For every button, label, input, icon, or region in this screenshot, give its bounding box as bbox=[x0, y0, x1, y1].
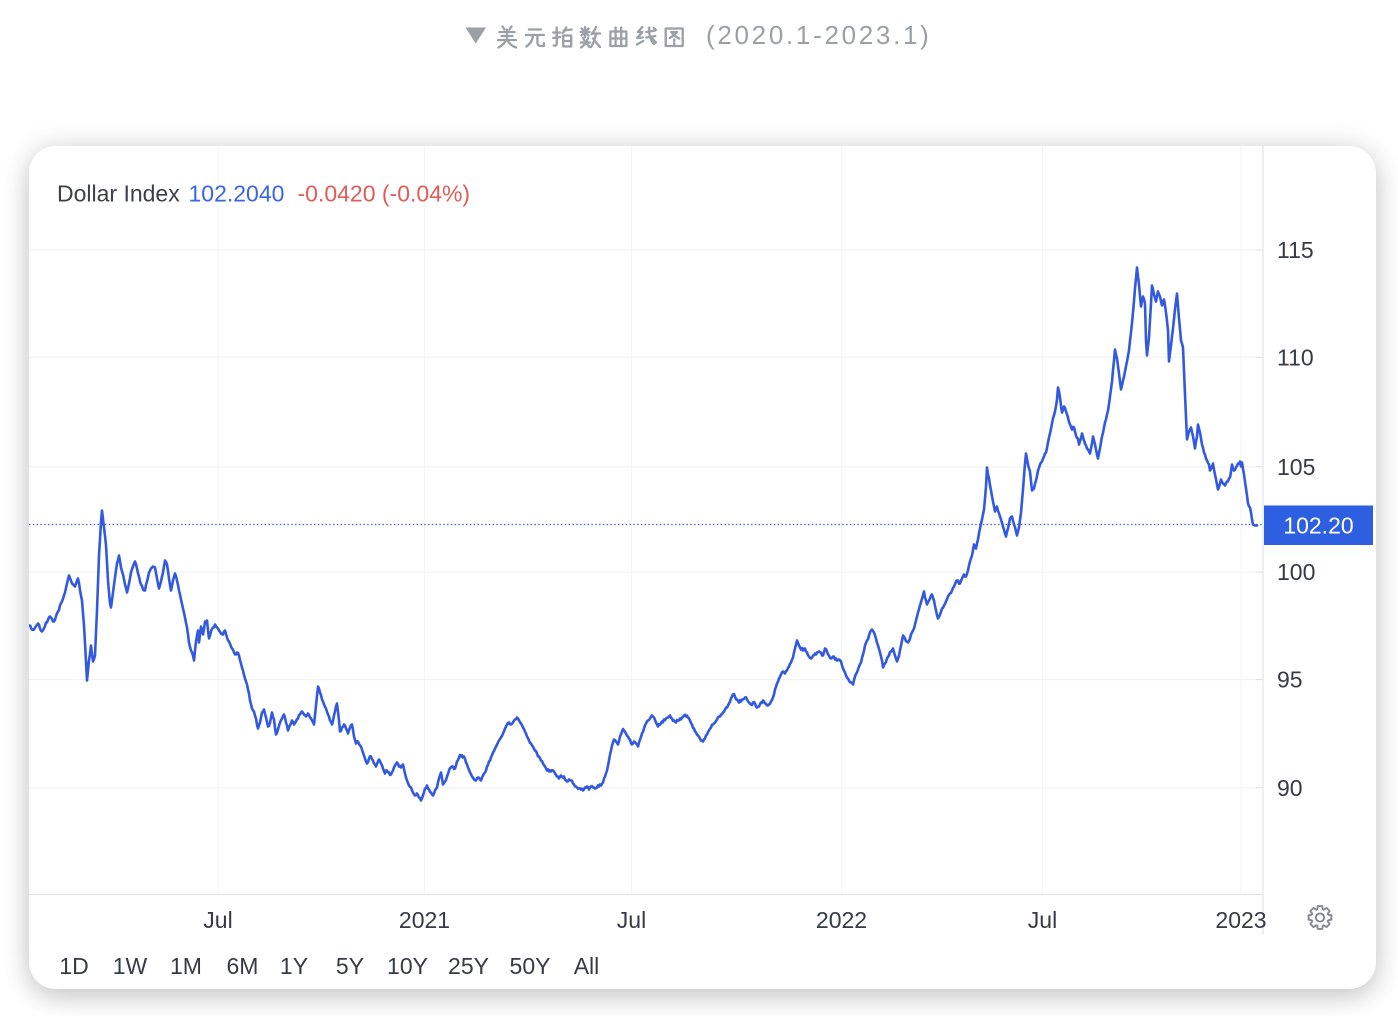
svg-text:95: 95 bbox=[1277, 666, 1303, 692]
svg-text:1M: 1M bbox=[170, 953, 202, 979]
svg-text:25Y: 25Y bbox=[448, 953, 489, 979]
svg-text:Jul: Jul bbox=[1028, 907, 1057, 933]
svg-text:(2020.1-2023.1): (2020.1-2023.1) bbox=[706, 20, 932, 50]
svg-text:90: 90 bbox=[1277, 774, 1303, 800]
svg-text:50Y: 50Y bbox=[510, 953, 551, 979]
svg-text:2021: 2021 bbox=[399, 907, 450, 933]
svg-text:5Y: 5Y bbox=[336, 953, 364, 979]
svg-text:100: 100 bbox=[1277, 559, 1315, 585]
svg-text:105: 105 bbox=[1277, 453, 1315, 479]
svg-text:110: 110 bbox=[1277, 344, 1314, 370]
svg-text:All: All bbox=[574, 953, 600, 979]
svg-text:1Y: 1Y bbox=[280, 953, 308, 979]
svg-text:2022: 2022 bbox=[816, 907, 867, 933]
svg-text:102.20: 102.20 bbox=[1283, 512, 1353, 538]
svg-text:-0.0420 (-0.04%): -0.0420 (-0.04%) bbox=[298, 180, 471, 206]
svg-text:1D: 1D bbox=[59, 953, 88, 979]
svg-text:115: 115 bbox=[1277, 237, 1314, 263]
svg-text:10Y: 10Y bbox=[387, 953, 428, 979]
svg-text:2023: 2023 bbox=[1215, 907, 1266, 933]
svg-text:102.2040: 102.2040 bbox=[189, 180, 285, 206]
svg-text:6M: 6M bbox=[227, 953, 259, 979]
svg-text:Jul: Jul bbox=[203, 907, 232, 933]
svg-text:Jul: Jul bbox=[617, 907, 646, 933]
svg-text:1W: 1W bbox=[113, 953, 148, 979]
svg-text:Dollar Index: Dollar Index bbox=[57, 180, 180, 206]
